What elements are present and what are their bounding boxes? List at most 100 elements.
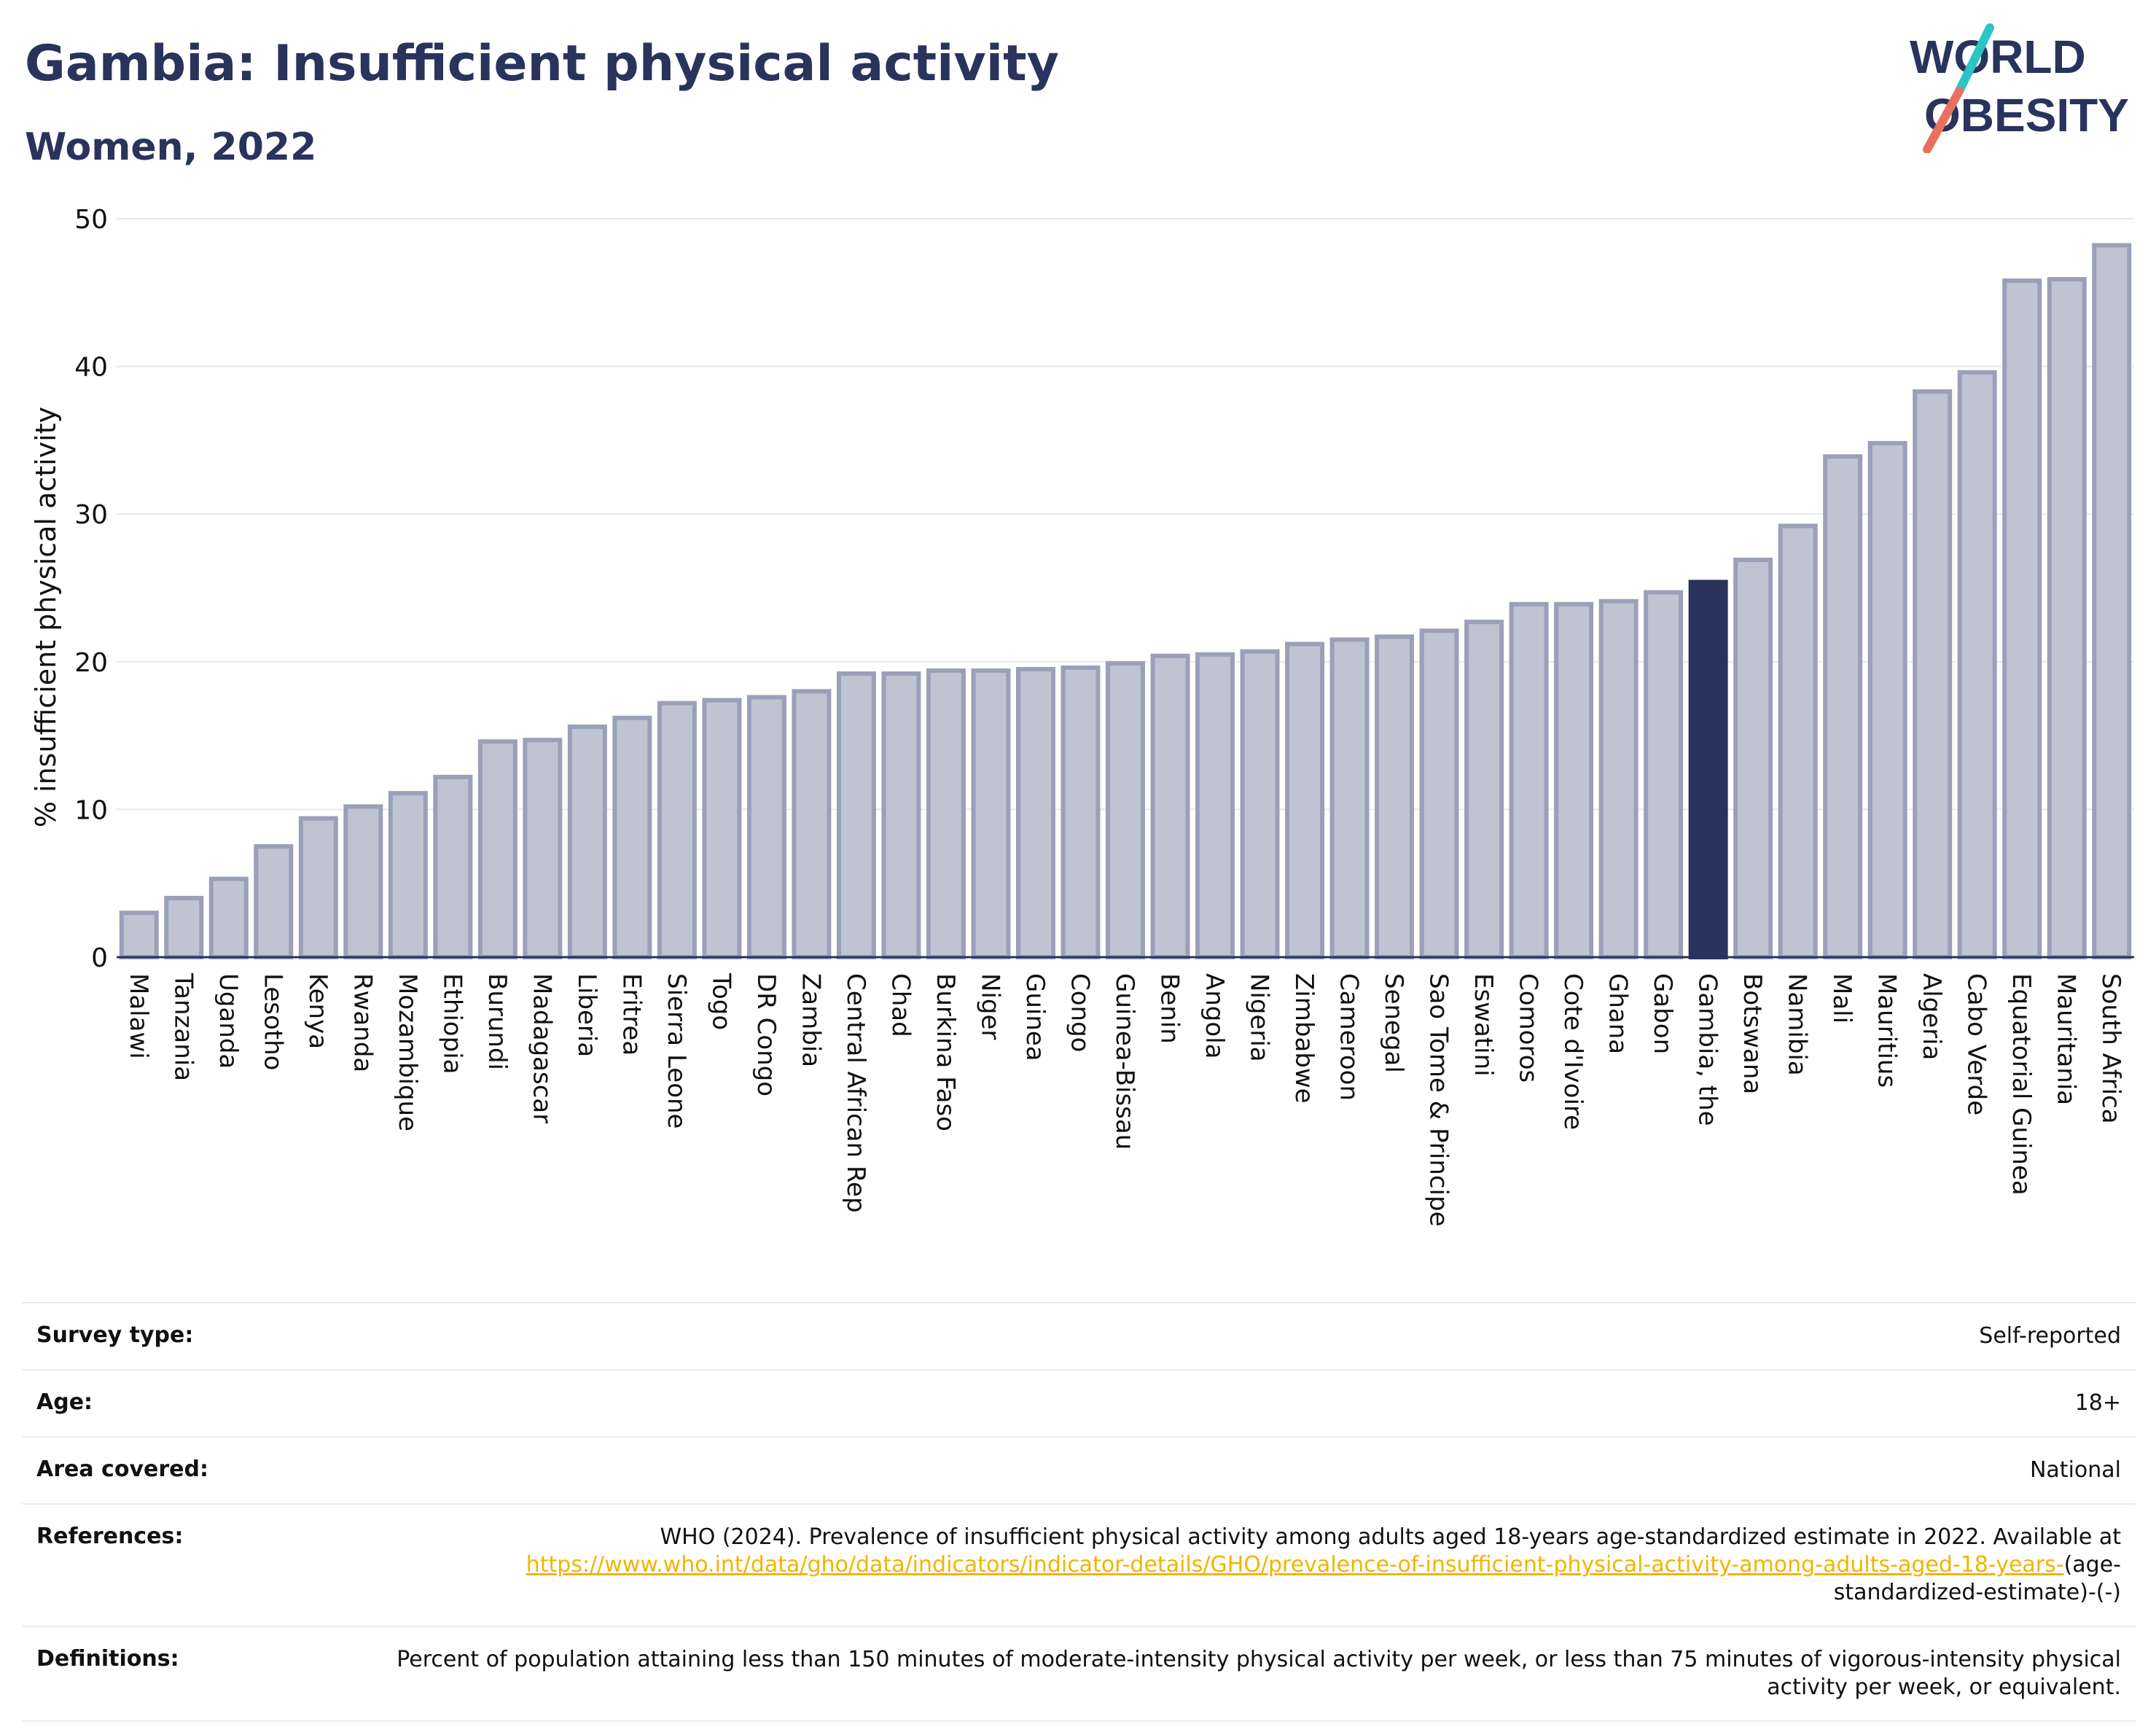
x-tick-label: Mali	[1827, 973, 1856, 1024]
bar-dr-congo	[746, 695, 786, 959]
x-tick-label: Guinea-Bissau	[1110, 973, 1139, 1150]
x-tick-label: Cabo Verde	[1962, 973, 1991, 1115]
x-tick-label: Gabon	[1648, 973, 1677, 1054]
x-tick-label: Gambia, the	[1693, 973, 1722, 1126]
x-tick-label: DR Congo	[751, 973, 781, 1096]
bar-burundi	[477, 739, 517, 959]
x-tick-label: Niger	[975, 973, 1004, 1040]
bar-central-african-rep	[836, 671, 876, 959]
meta-row: Definitions: Percent of population attain…	[22, 1626, 2136, 1722]
x-tick-label: Sao Tome & Principe	[1424, 973, 1453, 1227]
bar-mozambique	[388, 791, 428, 960]
x-tick-label: Tanzania	[168, 972, 198, 1081]
y-tick-label: 20	[74, 648, 108, 678]
y-tick-label: 0	[91, 943, 108, 973]
bar-mali	[1823, 454, 1863, 959]
x-tick-label: Togo	[706, 972, 735, 1030]
bar-ethiopia	[433, 774, 473, 959]
y-axis-label: % insufficient physical activity	[30, 407, 62, 827]
meta-value-text: National	[2029, 1457, 2121, 1483]
bar-cabo-verde	[1957, 370, 1997, 960]
meta-label: Age:	[36, 1389, 93, 1415]
bar-congo	[1061, 665, 1101, 959]
meta-label: Definitions:	[36, 1646, 179, 1672]
bar-madagascar	[523, 738, 563, 959]
bar-angola	[1195, 652, 1235, 959]
y-tick-label: 30	[74, 500, 108, 530]
reference-suffix: (age-standardized-estimate)-(-)	[1833, 1552, 2121, 1605]
bar-uganda	[208, 876, 249, 959]
bar-sao-tome-principe	[1419, 628, 1459, 960]
x-tick-label: Benin	[1155, 973, 1184, 1044]
x-tick-label: Zambia	[796, 973, 825, 1067]
bar-mauritius	[1867, 440, 1907, 959]
x-tick-label: Chad	[886, 973, 915, 1037]
x-tick-label: Cote d'Ivoire	[1558, 973, 1587, 1130]
x-tick-label: Algeria	[1917, 973, 1946, 1060]
x-tick-label: Madagascar	[527, 973, 556, 1123]
y-tick-label: 50	[74, 205, 108, 235]
meta-value: Self-reported	[1964, 1303, 2136, 1369]
bar-gambia-the	[1688, 580, 1728, 959]
x-tick-label: Malawi	[124, 973, 153, 1059]
x-tick-label: Ghana	[1604, 973, 1633, 1054]
x-tick-label: Namibia	[1783, 973, 1812, 1076]
bar-nigeria	[1240, 649, 1280, 959]
x-tick-label: Sierra Leone	[662, 973, 691, 1128]
x-tick-label: Botswana	[1738, 973, 1767, 1094]
bar-zambia	[792, 689, 832, 959]
x-tick-label: Equatorial Guinea	[2007, 973, 2036, 1196]
meta-row: Age: 18+	[22, 1369, 2136, 1436]
y-axis-ticks: 0 10 20 30 40 50	[74, 205, 108, 973]
bar-cameroon	[1329, 637, 1370, 959]
bar-tanzania	[164, 895, 204, 959]
meta-label: Survey type:	[36, 1322, 194, 1348]
svg-text:WORLD: WORLD	[1910, 31, 2086, 83]
meta-label: References:	[36, 1524, 184, 1549]
page-title: Gambia: Insufficient physical activity	[25, 35, 1059, 93]
meta-value: WHO (2024). Prevalence of insufficient p…	[384, 1505, 2136, 1626]
meta-value-text: WHO (2024). Prevalence of insufficient p…	[660, 1524, 2121, 1550]
reference-link[interactable]: https://www.who.int/data/gho/data/indica…	[526, 1552, 2064, 1578]
bar-chad	[881, 671, 921, 959]
x-tick-label: Central African Rep	[841, 973, 870, 1213]
x-tick-label: Comoros	[1514, 973, 1543, 1083]
bar-benin	[1150, 653, 1190, 959]
x-tick-label: Eswatini	[1469, 973, 1498, 1077]
x-tick-label: Rwanda	[348, 973, 377, 1072]
bar-namibia	[1778, 523, 1818, 959]
bar-sierra-leone	[657, 701, 697, 959]
meta-value-text: Percent of population attaining less tha…	[397, 1647, 2121, 1700]
x-tick-label: Senegal	[1379, 973, 1408, 1073]
bar-guinea	[1015, 666, 1055, 959]
bar-chart: 0 10 20 30 40 50 Malawi Tanzania Uganda Lesotho K…	[30, 205, 2134, 1227]
meta-value-text: 18+	[2074, 1390, 2121, 1416]
x-tick-label: Burundi	[483, 973, 512, 1070]
meta-row: References: WHO (2024). Prevalence of ins…	[22, 1503, 2136, 1626]
bar-malawi	[119, 911, 159, 959]
bars	[119, 243, 2132, 960]
x-tick-label: Uganda	[214, 973, 243, 1069]
x-tick-label: Mozambique	[393, 973, 422, 1131]
y-tick-label: 10	[74, 795, 108, 825]
x-tick-label: Liberia	[572, 973, 601, 1057]
y-tick-label: 40	[74, 353, 108, 383]
x-tick-label: South Africa	[2096, 973, 2125, 1124]
meta-value-text: Self-reported	[1979, 1323, 2121, 1349]
metadata-table: Survey type: Self-reported Age: 18+ Area cov…	[22, 1302, 2136, 1722]
bar-south-africa	[2092, 243, 2132, 959]
x-tick-label: Ethiopia	[437, 973, 466, 1074]
bar-gabon	[1644, 590, 1684, 959]
bar-algeria	[1913, 389, 1953, 959]
meta-row: Area covered: National	[22, 1436, 2136, 1503]
x-tick-label: Mauritania	[2052, 973, 2081, 1105]
x-tick-label: Mauritius	[1872, 973, 1902, 1088]
meta-value: Percent of population attaining less tha…	[357, 1627, 2136, 1720]
bar-botswana	[1733, 558, 1773, 959]
x-tick-label: Cameroon	[1335, 973, 1364, 1101]
world-obesity-logo: WORLD OBESITY	[1910, 23, 2129, 153]
bar-comoros	[1509, 601, 1549, 959]
bar-ghana	[1598, 599, 1639, 959]
bar-cote-d-ivoire	[1554, 601, 1594, 959]
x-tick-label: Zimbabwe	[1289, 973, 1319, 1104]
